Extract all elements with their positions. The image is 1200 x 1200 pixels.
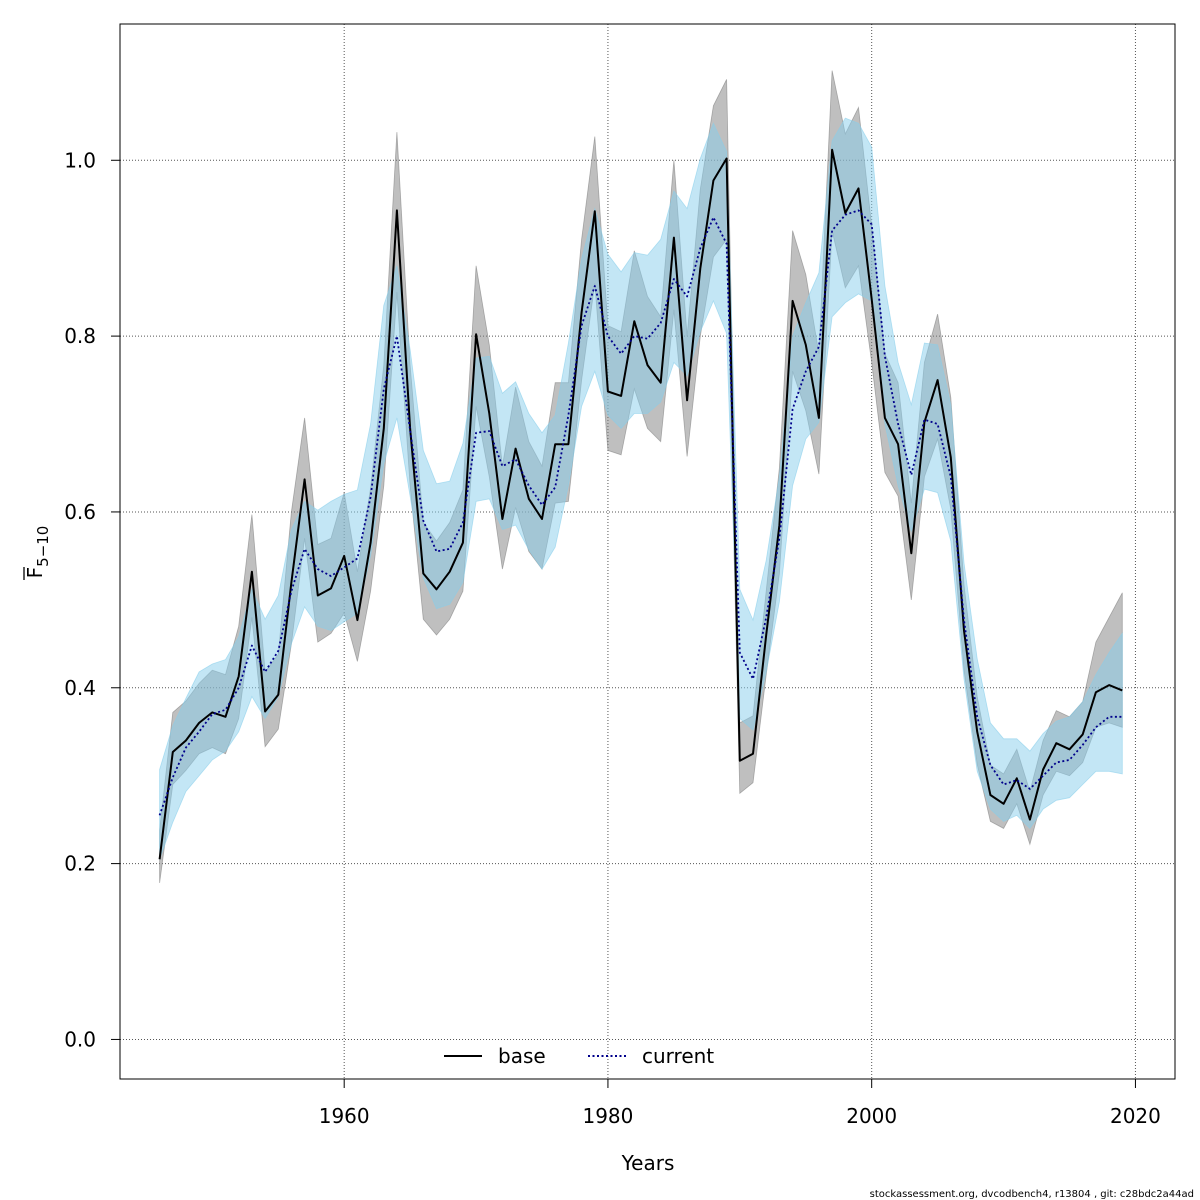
plot-border — [119, 23, 1176, 1080]
y-tick-label: 1.0 — [64, 148, 96, 172]
footer-text: stockassessment.org, dvcodbench4, r13804… — [870, 1189, 1194, 1200]
y-axis-title: F5−10 — [23, 526, 52, 580]
confidence-bands — [159, 70, 1123, 883]
y-tick-label: 0.0 — [64, 1027, 96, 1051]
x-axis-title: Years — [621, 1151, 675, 1175]
x-tick-label: 2000 — [846, 1104, 897, 1128]
y-tick-label: 0.4 — [64, 676, 96, 700]
band-current — [159, 117, 1123, 860]
x-tick-label: 2020 — [1110, 1104, 1161, 1128]
y-tick-label: 0.6 — [64, 500, 96, 524]
legend-label-current: current — [642, 1044, 714, 1068]
x-tick-label: 1980 — [582, 1104, 633, 1128]
y-axis-title-main: F — [23, 567, 47, 579]
y-tick-label: 0.8 — [64, 324, 96, 348]
grid — [120, 24, 1175, 1079]
legend: base current — [444, 1044, 714, 1068]
x-tick-label: 1960 — [319, 1104, 370, 1128]
legend-label-base: base — [498, 1044, 546, 1068]
svg-text:F5−10: F5−10 — [23, 526, 52, 579]
line-current — [158, 209, 1123, 816]
y-axis: 0.0 0.2 0.4 0.6 0.8 1.0 — [64, 148, 120, 1051]
y-axis-title-sub: 5−10 — [34, 526, 52, 567]
line-base — [158, 148, 1123, 860]
x-axis: 1960 1980 2000 2020 — [319, 1078, 1161, 1128]
series-lines — [158, 148, 1123, 860]
y-tick-label: 0.2 — [64, 852, 96, 876]
